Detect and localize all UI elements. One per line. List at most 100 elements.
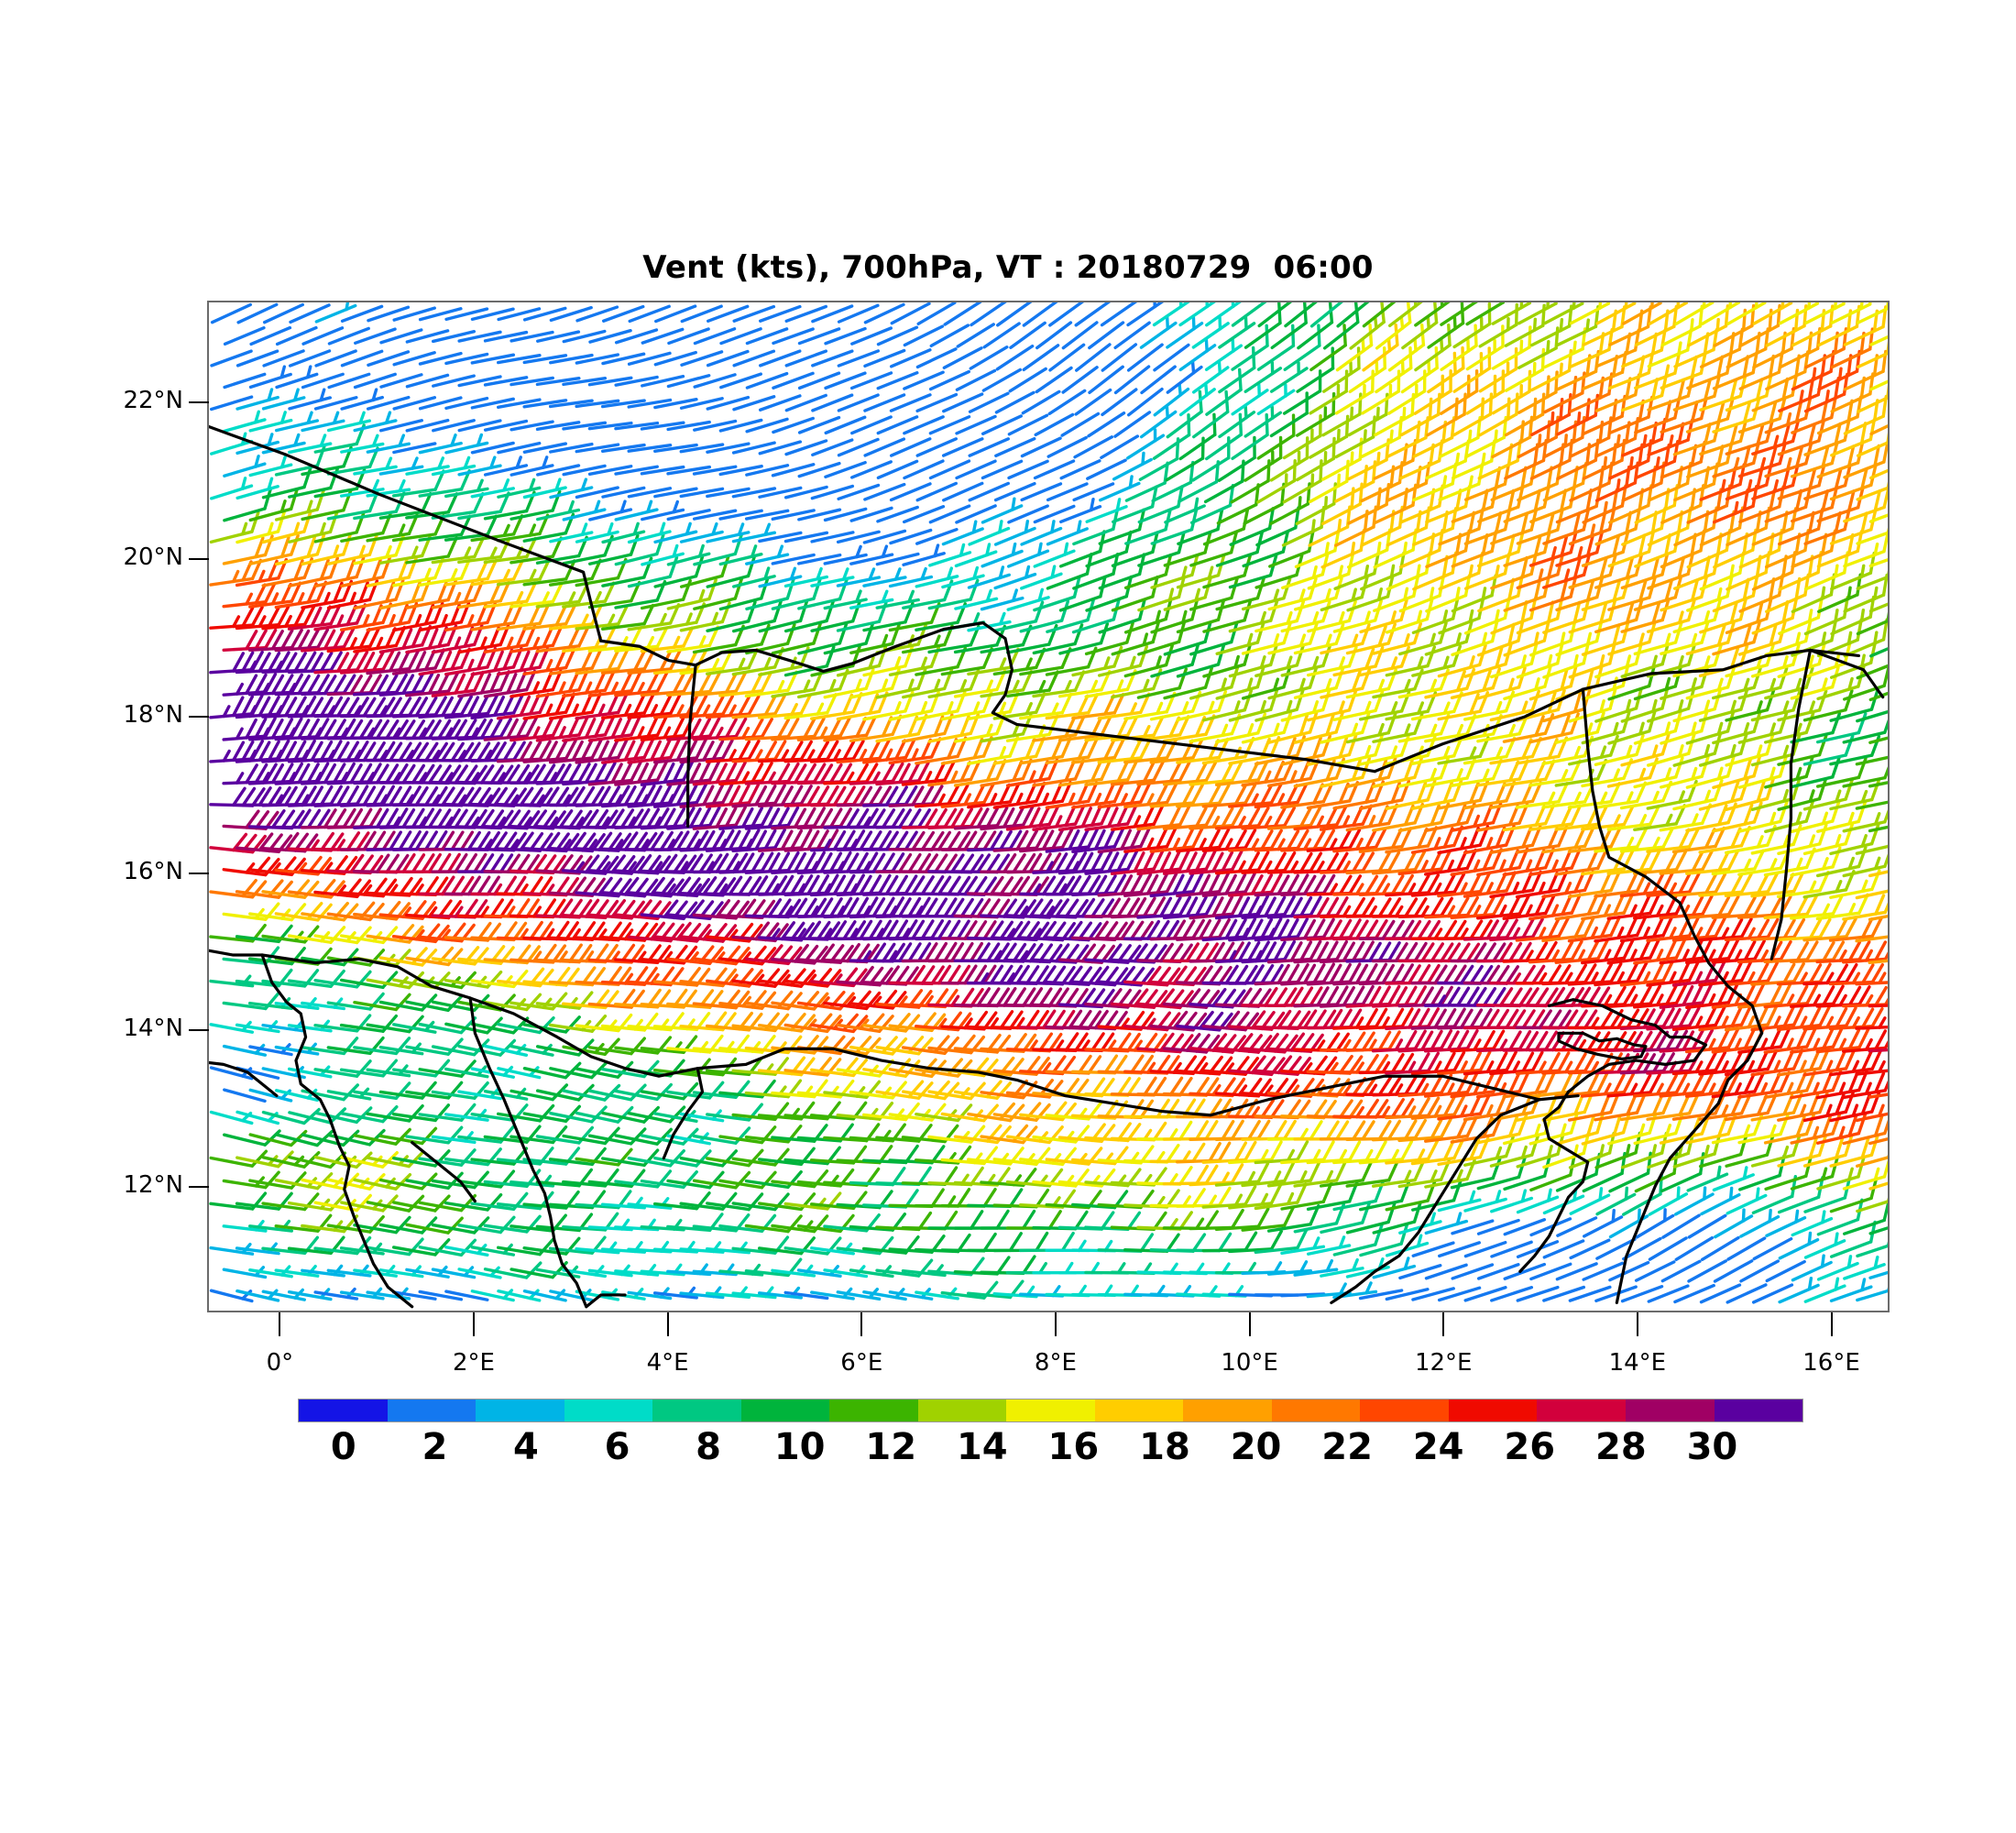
wind-barb bbox=[992, 964, 1049, 985]
colorbar-tick-label: 22 bbox=[1321, 1426, 1373, 1468]
wind-barb bbox=[1595, 1237, 1637, 1260]
wind-barb bbox=[1712, 1166, 1755, 1192]
wind-barb bbox=[1594, 961, 1649, 987]
wind-barb bbox=[1633, 938, 1687, 965]
wind-barb bbox=[1674, 1235, 1715, 1261]
wind-barb bbox=[1855, 1059, 1888, 1076]
wind-barb bbox=[431, 1216, 490, 1235]
wind-barb bbox=[1502, 1071, 1556, 1099]
wind-barb bbox=[1463, 1286, 1507, 1302]
wind-barb bbox=[339, 971, 399, 989]
wind-barb bbox=[522, 1061, 582, 1080]
wind-barb bbox=[1555, 1111, 1605, 1146]
wind-barb bbox=[1646, 1093, 1700, 1121]
wind-barb bbox=[1332, 1140, 1387, 1165]
wind-barb-canvas bbox=[209, 302, 1888, 1309]
colorbar-band bbox=[917, 1399, 1007, 1421]
wind-barb bbox=[1673, 1283, 1715, 1304]
wind-barb bbox=[679, 1149, 739, 1168]
wind-barb bbox=[1450, 986, 1507, 1007]
wind-barb bbox=[1254, 1228, 1309, 1255]
wind-barb bbox=[209, 605, 264, 630]
wind-barb bbox=[457, 1038, 517, 1057]
wind-barb bbox=[1490, 1285, 1534, 1302]
wind-barb bbox=[1410, 1138, 1464, 1166]
wind-barb bbox=[1829, 1134, 1879, 1168]
wind-barb bbox=[1765, 1209, 1807, 1237]
x-axis-tick-label: 12°E bbox=[1414, 1349, 1473, 1377]
wind-barb bbox=[1646, 1006, 1701, 1031]
wind-barb bbox=[1254, 1182, 1308, 1211]
wind-barb bbox=[1005, 942, 1063, 964]
wind-barb bbox=[1842, 1159, 1888, 1191]
wind-barb bbox=[1385, 1051, 1441, 1075]
wind-barb bbox=[288, 1107, 347, 1125]
wind-barb bbox=[1724, 1092, 1778, 1122]
wind-barb bbox=[1737, 982, 1791, 1009]
y-axis-tick-label: 14°N bbox=[123, 1014, 183, 1042]
wind-barb bbox=[1241, 1205, 1296, 1232]
wind-barb bbox=[1372, 1159, 1425, 1188]
wind-barb bbox=[1201, 1185, 1257, 1209]
colorbar-band bbox=[740, 1399, 830, 1421]
wind-barb bbox=[1868, 1226, 1888, 1235]
wind-barb bbox=[1306, 1140, 1362, 1165]
colorbar-band bbox=[1094, 1399, 1184, 1421]
wind-barb bbox=[1306, 1235, 1352, 1256]
wind-barb bbox=[1424, 1212, 1469, 1235]
wind-barb bbox=[1816, 1156, 1866, 1191]
wind-barb bbox=[1345, 1201, 1397, 1235]
colorbar-band bbox=[1271, 1399, 1361, 1421]
wind-barb bbox=[1606, 1072, 1661, 1098]
wind-barb bbox=[614, 1082, 673, 1102]
wind-barb bbox=[1451, 1263, 1495, 1280]
wind-barb bbox=[1791, 1254, 1833, 1282]
colorbar-tick-label: 0 bbox=[330, 1426, 356, 1468]
wind-barb bbox=[1737, 1026, 1791, 1054]
wind-barb bbox=[1765, 1259, 1806, 1283]
y-axis-tick-label: 12°N bbox=[123, 1171, 183, 1200]
wind-barb bbox=[1437, 1093, 1491, 1121]
wind-barb bbox=[1214, 940, 1270, 963]
wind-barb bbox=[627, 1148, 685, 1168]
wind-barb bbox=[1647, 1284, 1690, 1303]
wind-barb bbox=[1659, 1072, 1714, 1098]
wind-barb bbox=[809, 920, 867, 940]
wind-barb bbox=[1490, 1189, 1534, 1213]
wind-barb bbox=[1790, 1026, 1844, 1054]
wind-barb bbox=[1815, 1027, 1870, 1054]
wind-barb bbox=[1257, 302, 1293, 328]
x-axis-tick-mark bbox=[1442, 1312, 1445, 1336]
wind-barb bbox=[1542, 1239, 1585, 1259]
wind-barb bbox=[222, 1129, 281, 1147]
x-axis-tick-mark bbox=[279, 1312, 281, 1336]
wind-barb bbox=[1763, 983, 1818, 1009]
wind-barb bbox=[1149, 918, 1205, 941]
wind-barb bbox=[1463, 1190, 1507, 1213]
wind-barb bbox=[1671, 1005, 1726, 1032]
x-axis-tick-mark bbox=[1830, 1312, 1833, 1336]
wind-barb bbox=[1672, 1133, 1722, 1169]
y-axis-tick-mark bbox=[189, 1186, 209, 1189]
wind-barb bbox=[1336, 302, 1370, 328]
wind-barb bbox=[706, 1148, 764, 1168]
wind-barb bbox=[1372, 1201, 1422, 1235]
wind-barb bbox=[378, 1172, 438, 1191]
wind-barb bbox=[1411, 1241, 1455, 1257]
wind-barb bbox=[1726, 1283, 1768, 1304]
x-axis-tick-label: 4°E bbox=[646, 1349, 689, 1377]
wind-barb bbox=[378, 993, 438, 1012]
wind-barb bbox=[1842, 1071, 1888, 1100]
wind-barb bbox=[1868, 1136, 1888, 1146]
wind-barb bbox=[1659, 982, 1714, 1009]
wind-barb bbox=[1619, 1092, 1673, 1122]
wind-barb bbox=[1541, 1051, 1597, 1075]
wind-barb bbox=[1581, 1112, 1631, 1146]
wind-barb bbox=[1661, 1213, 1701, 1239]
wind-barb bbox=[992, 1009, 1049, 1030]
wind-barb bbox=[1687, 1259, 1727, 1283]
wind-barb bbox=[1516, 1285, 1560, 1302]
wind-barb bbox=[587, 1127, 647, 1146]
wind-barb bbox=[1724, 1004, 1779, 1032]
wind-barb bbox=[783, 1290, 829, 1301]
